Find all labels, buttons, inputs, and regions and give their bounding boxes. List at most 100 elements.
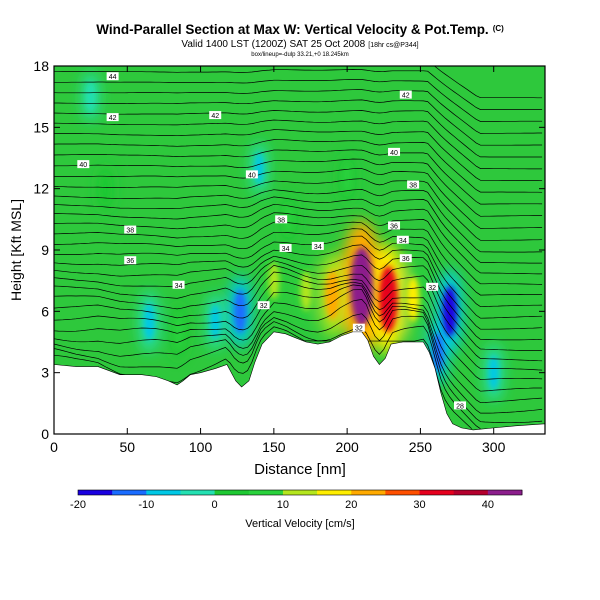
colorbar-tick-label: 0 — [212, 499, 218, 511]
isentrope-label-text: 32 — [428, 285, 436, 292]
isentrope-line — [54, 178, 543, 241]
y-tick-label: 0 — [41, 426, 49, 442]
terrain-mask — [54, 331, 545, 434]
isentrope-line — [54, 254, 543, 341]
y-tick-label: 3 — [41, 365, 49, 381]
isentrope-label: 44 — [106, 72, 119, 81]
x-axis-label: Distance [nm] — [254, 461, 346, 478]
x-tick-label: 150 — [262, 439, 286, 455]
isentrope-label-bg — [245, 170, 258, 179]
isentrope-line — [54, 280, 543, 380]
isentrope-label: 34 — [279, 243, 292, 253]
isentrope-line — [54, 189, 543, 253]
colorbar-frame — [77, 489, 523, 496]
plot-area: 44 42 42 42 40 40 40 38 38 38 36 36 36 34 34 34 34 32 32 32… — [54, 66, 545, 434]
isentrope-label-bg — [279, 243, 292, 252]
isentrope-label-bg — [396, 235, 409, 244]
colorbar-tick-label: -10 — [138, 499, 154, 511]
isentrope-label-bg — [77, 160, 90, 169]
chart-subtitle: Valid 1400 LST (1200Z) SAT 25 Oct 2008 [1… — [181, 39, 418, 50]
isentrope-line — [54, 289, 543, 404]
isentrope-label-bg — [106, 113, 119, 122]
isentrope-line — [54, 203, 543, 275]
isentrope-line — [54, 196, 543, 264]
isentrope-label-bg — [407, 180, 420, 189]
y-tick-label: 6 — [41, 303, 49, 319]
isentrope-line — [54, 69, 543, 110]
velocity-cell-core — [268, 262, 280, 300]
isentrope-line — [54, 119, 543, 170]
isentrope-label-bg — [106, 72, 119, 81]
isentrope-label-text: 34 — [399, 238, 407, 245]
isentrope-line — [54, 110, 543, 158]
isentrope-label: 36 — [399, 254, 412, 263]
isentrope-label: 32 — [257, 301, 270, 310]
colorbar-swatch — [112, 490, 147, 495]
isentrope-line — [54, 244, 543, 330]
velocity-cell-core — [233, 289, 247, 334]
x-tick-label: 300 — [482, 439, 506, 455]
isentrope-label-bg — [257, 301, 270, 310]
y-tick-label: 12 — [33, 181, 49, 197]
isentrope-label-bg — [275, 215, 288, 224]
colorbar-tick-label: 20 — [345, 499, 357, 511]
colorbar-swatch — [419, 490, 455, 495]
velocity-cell-core — [284, 204, 293, 235]
isentrope-line — [433, 66, 543, 99]
colorbar-tick-label: 10 — [277, 499, 289, 511]
isentrope-label-bg — [388, 147, 401, 156]
isentrope-line — [54, 265, 543, 362]
isentrope-label-bg — [453, 401, 466, 410]
isentrope-label-bg — [209, 111, 222, 120]
x-tick-label: 250 — [409, 439, 433, 455]
isentrope-line — [54, 221, 543, 296]
isentrope-label-text: 32 — [260, 303, 268, 310]
isentrope-label-bg — [172, 280, 185, 289]
isentrope-line — [54, 79, 543, 122]
isentrope-line — [54, 139, 543, 193]
x-axis: 0 50 100 150 200 250 300 — [50, 66, 506, 455]
isentrope-label: 34 — [311, 241, 324, 251]
isentrope-label-bg — [124, 225, 137, 234]
isentrope-label-text: 32 — [355, 326, 363, 333]
isentrope-label-bg — [426, 282, 439, 291]
isentrope-line — [54, 321, 481, 430]
y-tick-label: 18 — [33, 58, 49, 74]
isentrope-label-bg — [399, 90, 412, 99]
isentrope-label-text: 40 — [390, 150, 398, 157]
isentrope-label: 32 — [426, 282, 439, 292]
x-tick-label: 0 — [50, 439, 58, 455]
isentrope-label: 40 — [77, 160, 90, 169]
velocity-cell-core — [406, 276, 420, 322]
isentrope-label-text: 36 — [126, 258, 134, 265]
isentrope-label-text: 42 — [109, 115, 117, 122]
velocity-cell-core — [350, 247, 374, 327]
isentrope-label-bg — [352, 323, 365, 332]
colorbar-tick-label: 40 — [482, 499, 494, 511]
isentrope-label-bg — [311, 241, 324, 250]
colorbar-swatch — [385, 490, 421, 495]
isentrope-line — [54, 228, 543, 308]
velocity-cell-core — [254, 152, 264, 185]
velocity-cell-core — [488, 355, 499, 390]
colorbar-label: Vertical Velocity [cm/s] — [245, 518, 354, 530]
isentrope-label: 42 — [209, 111, 222, 120]
colorbar-swatch — [146, 490, 181, 495]
isentrope-label-text: 38 — [277, 217, 285, 224]
isentrope-label-text: 42 — [211, 113, 219, 120]
isentrope-line — [54, 260, 543, 351]
isentrope-label: 40 — [245, 170, 258, 179]
colorbar-swatch — [214, 490, 250, 495]
isentrope-label: 42 — [106, 113, 119, 122]
velocity-cell-core — [173, 314, 184, 350]
colorbar: -20 -10 0 10 20 30 40 — [70, 489, 523, 511]
isentrope-label-text: 28 — [456, 403, 464, 410]
isentrope-line — [54, 235, 543, 319]
isentrope-label: 42 — [399, 90, 412, 100]
velocity-cell-core — [144, 302, 155, 341]
chart-subtitle-text: Valid 1400 LST (1200Z) SAT 25 Oct 2008 — [181, 39, 365, 50]
isentrope-labels: 44 42 42 42 40 40 40 38 38 38 36 36 36 34 34 34 34 32 32 32… — [77, 72, 466, 410]
chart-title-text: Wind-Parallel Section at Max W: Vertical… — [96, 22, 488, 37]
x-tick-label: 50 — [119, 439, 135, 455]
